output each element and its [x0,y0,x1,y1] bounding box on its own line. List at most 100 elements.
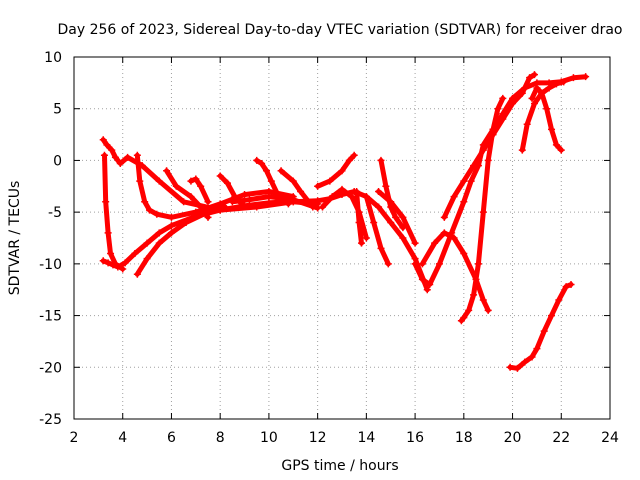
data-point [530,100,538,108]
data-point [465,306,473,314]
data-point [518,89,526,97]
y-tick-label: -15 [39,309,62,325]
data-point [180,198,188,206]
data-point [377,156,385,164]
data-point [119,265,127,273]
series-layer [99,71,590,372]
y-axis-label: SDTVAR / TECUs [7,181,23,296]
data-point [103,141,111,149]
data-point [172,182,180,190]
data-point [216,172,224,180]
data-point [506,363,514,371]
data-point [155,229,163,237]
data-point [353,187,361,195]
data-point [107,250,115,258]
data-point [338,185,346,193]
x-axis-label: GPS time / hours [281,458,398,474]
data-point [362,193,370,201]
data-point [552,141,560,149]
data-point [99,257,107,265]
data-point [557,146,565,154]
chart-title: Day 256 of 2023, Sidereal Day-to-day VTE… [57,22,622,38]
data-point [204,213,212,221]
data-point [167,229,175,237]
data-point [528,353,536,361]
x-tick-label: 24 [601,430,619,446]
data-point [167,213,175,221]
data-point [104,259,112,267]
y-tick-label: -20 [39,360,62,376]
data-point [163,167,171,175]
x-tick-label: 16 [406,430,424,446]
data-point [411,239,419,247]
y-tick-labels: 10 5 0 -5 -10 -15 -20 -25 [39,50,62,428]
data-point [513,364,521,372]
data-point [348,193,356,201]
data-point [440,229,448,237]
data-point [399,213,407,221]
data-point [523,120,531,128]
x-tick-label: 10 [260,430,278,446]
plot-frame [73,56,611,420]
data-point [392,213,400,221]
series-pass-7 [188,176,211,205]
data-point [552,80,560,88]
data-point [499,94,507,102]
data-point [258,160,266,168]
data-point [411,260,419,268]
x-tick-label: 20 [504,430,522,446]
data-point [197,203,205,211]
data-point [460,198,468,206]
data-point [143,239,151,247]
data-point [387,198,395,206]
data-point [528,94,536,102]
data-point [289,177,297,185]
data-point [484,306,492,314]
data-point [192,175,200,183]
data-point [484,156,492,164]
series-pass-3 [102,152,126,272]
data-point [357,239,365,247]
x-tick-label: 14 [357,430,375,446]
data-point [155,177,163,185]
data-point [530,71,538,79]
data-point [560,78,568,86]
series-pass-10 [278,168,316,210]
data-point [521,358,529,366]
data-point [384,260,392,268]
data-point [99,136,107,144]
x-tick-labels: 2 4 6 8 10 12 14 16 18 20 22 24 [70,430,619,446]
data-point [499,115,507,123]
data-point [131,250,139,258]
data-point [192,208,200,216]
data-point [460,314,468,322]
data-point [362,234,370,242]
data-point [262,167,270,175]
y-tick-label: -25 [39,412,62,428]
data-point [450,234,458,242]
data-point [355,218,363,226]
data-point [167,222,175,230]
data-point [143,255,151,263]
data-point [555,296,563,304]
data-point [562,283,570,291]
data-point [350,151,358,159]
data-point [470,291,478,299]
data-point [382,182,390,190]
data-point [223,179,231,187]
data-point [182,218,190,226]
data-point [111,153,119,161]
data-point [370,218,378,226]
data-point [533,84,541,92]
data-point [133,270,141,278]
data-point [228,198,236,206]
data-point [108,146,116,154]
x-tick-label: 6 [167,430,176,446]
data-point [450,193,458,201]
data-point [187,177,195,185]
data-point [314,182,322,190]
data-point [582,73,590,81]
data-point [540,327,548,335]
y-tick-label: 0 [53,153,62,169]
